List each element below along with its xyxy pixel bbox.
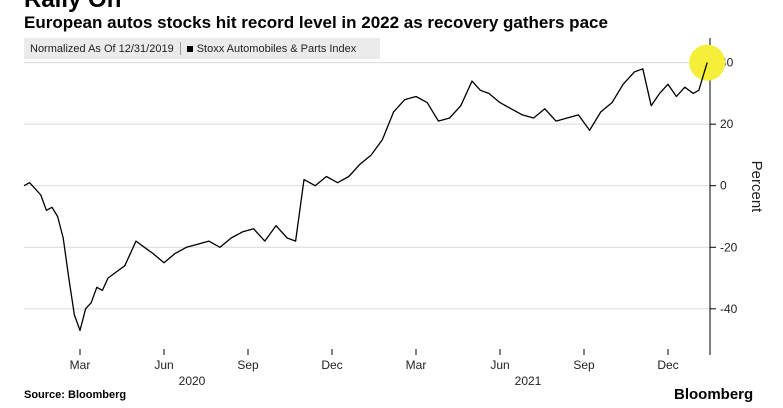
- x-year-label: 2021: [515, 374, 542, 388]
- y-tick-label: 20: [720, 117, 734, 131]
- chart-subtitle: European autos stocks hit record level i…: [24, 13, 608, 32]
- y-tick-label: -40: [720, 302, 738, 316]
- series-line: [23, 62, 708, 332]
- legend-bar: Normalized As Of 12/31/2019 Stoxx Automo…: [24, 38, 380, 59]
- legend-divider: [179, 42, 181, 55]
- bloomberg-logo: Bloomberg: [674, 386, 754, 403]
- y-tick-label: -20: [720, 240, 738, 254]
- x-tick-label: Dec: [657, 358, 678, 372]
- x-tick-label: Dec: [321, 358, 342, 372]
- x-year-label: 2020: [179, 374, 206, 388]
- x-tick-label: Sep: [237, 358, 259, 372]
- y-tick-label: 0: [720, 179, 727, 193]
- x-tick-label: Sep: [573, 358, 595, 372]
- x-tick-label: Mar: [406, 358, 427, 372]
- x-tick-label: Mar: [70, 358, 91, 372]
- x-tick-label: Jun: [154, 358, 173, 372]
- legend-series-label: Stoxx Automobiles & Parts Index: [196, 42, 357, 55]
- normalized-note: Normalized As Of 12/31/2019: [30, 42, 174, 55]
- x-tick-label: Jun: [490, 358, 509, 372]
- source-note: Source: Bloomberg: [24, 389, 127, 401]
- series-swatch-icon: [186, 45, 193, 52]
- chart-title: Rally On: [24, 0, 121, 14]
- y-axis-title: Percent: [748, 161, 765, 214]
